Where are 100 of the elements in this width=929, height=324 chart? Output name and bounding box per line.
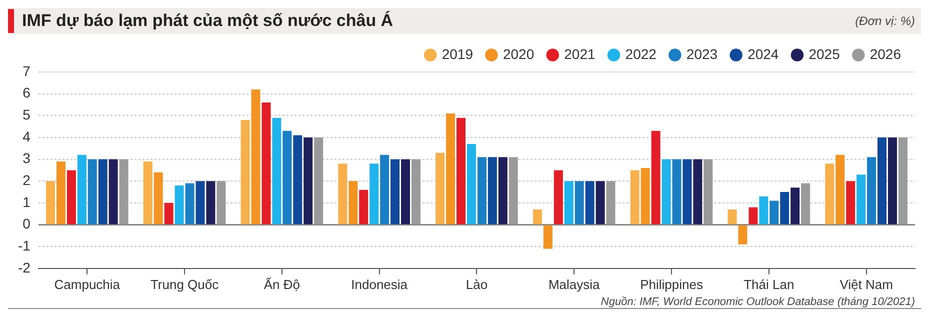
bar <box>185 183 194 224</box>
bar <box>867 157 876 224</box>
x-tick-label: Malaysia <box>548 276 601 292</box>
bar <box>164 202 174 224</box>
bar <box>770 200 779 224</box>
text: (Đơn vị: %) <box>855 14 915 28</box>
bar <box>380 154 390 224</box>
legend-label: 2024 <box>748 46 779 62</box>
bar <box>790 188 800 224</box>
bar <box>672 159 682 224</box>
bar <box>640 168 650 224</box>
bar <box>240 120 250 224</box>
bar <box>564 181 574 224</box>
bar <box>77 154 86 224</box>
bar <box>662 159 671 224</box>
bar <box>878 137 887 224</box>
x-tick-label: Philippines <box>640 276 704 292</box>
bar <box>606 181 616 224</box>
bar <box>508 157 518 224</box>
y-tick-label: -2 <box>18 259 31 276</box>
bar <box>348 181 358 224</box>
bar <box>704 159 713 224</box>
bar <box>108 159 118 224</box>
bar <box>390 159 400 224</box>
bar <box>66 170 76 224</box>
bar <box>888 137 897 224</box>
x-tick-label: Lào <box>466 276 488 292</box>
bar <box>436 152 445 224</box>
x-tick-label: Indonesia <box>351 276 408 292</box>
bar <box>216 181 226 224</box>
bar <box>498 157 508 224</box>
bar <box>282 130 292 224</box>
bar <box>46 181 56 224</box>
x-tick-label: Việt Nam <box>840 276 893 292</box>
y-tick-label: 0 <box>22 216 31 232</box>
bar <box>174 185 184 224</box>
x-tick-label: Trung Quốc <box>150 276 220 292</box>
bar <box>304 137 313 224</box>
bar <box>836 154 845 224</box>
legend-label: 2025 <box>808 46 840 62</box>
chart-title: IMF dự báo lạm phát của một số nước châu Á <box>22 11 394 31</box>
bar <box>456 118 466 224</box>
bar <box>262 102 271 224</box>
bar <box>682 159 692 224</box>
bar <box>738 225 748 244</box>
bar <box>56 161 66 224</box>
bar <box>574 181 584 224</box>
x-tick-label: Campuchia <box>54 276 121 292</box>
bar <box>488 157 497 224</box>
bar <box>338 164 348 224</box>
bar <box>846 181 856 224</box>
y-tick-label: 2 <box>22 172 31 188</box>
bar <box>477 157 486 224</box>
y-tick-label: 4 <box>22 128 31 144</box>
legend-label: 2026 <box>870 46 902 62</box>
bar <box>196 181 205 224</box>
bar <box>88 159 97 224</box>
legend-label: 2022 <box>625 46 657 62</box>
y-tick-label: 6 <box>22 84 31 101</box>
bar <box>272 118 282 224</box>
legend-label: 2023 <box>686 46 718 62</box>
bar <box>314 137 324 224</box>
x-tick-label: Thái Lan <box>744 276 794 292</box>
bar <box>370 164 379 224</box>
bar <box>411 159 420 224</box>
bar <box>543 225 552 249</box>
bar <box>98 159 108 224</box>
bar <box>630 170 640 224</box>
text: Nguồn: IMF, World Economic Outlook Database (tháng 10/2021) <box>8 296 921 309</box>
y-tick-label: -1 <box>18 237 31 254</box>
bar <box>532 209 542 224</box>
legend-label: 2020 <box>502 46 534 62</box>
legend-label: 2021 <box>564 46 596 62</box>
bar <box>119 159 128 224</box>
bar <box>651 130 660 224</box>
x-tick-label: Ấn Độ <box>264 276 300 292</box>
y-tick-label: 3 <box>22 150 31 166</box>
bar <box>759 196 768 224</box>
bar <box>251 89 260 224</box>
bar <box>154 172 163 224</box>
y-tick-label: 1 <box>22 194 31 210</box>
bar <box>748 207 758 224</box>
bar <box>446 113 456 224</box>
bar <box>801 183 810 224</box>
bar <box>693 159 702 224</box>
y-tick-label: 7 <box>22 62 31 79</box>
bar <box>143 161 152 224</box>
bar <box>554 170 563 224</box>
legend-label: 2019 <box>442 46 474 62</box>
bar <box>359 190 368 224</box>
bar <box>780 192 790 224</box>
bar <box>596 181 605 224</box>
bar <box>898 137 908 224</box>
bar <box>825 164 834 224</box>
bar <box>466 144 476 224</box>
bar <box>585 181 594 224</box>
bar <box>401 159 410 224</box>
bar <box>293 135 302 224</box>
bar <box>856 174 866 224</box>
y-tick-label: 5 <box>22 106 31 123</box>
